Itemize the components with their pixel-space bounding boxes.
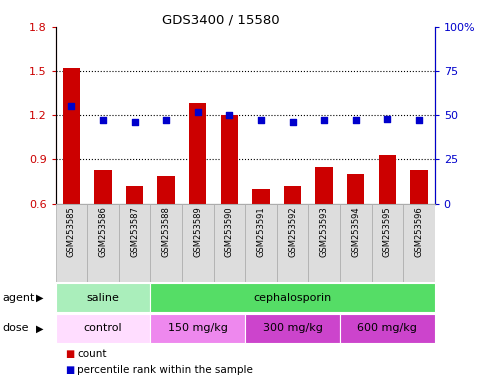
Bar — [340, 204, 371, 282]
Text: GSM253585: GSM253585 — [67, 206, 76, 257]
Text: GSM253589: GSM253589 — [193, 206, 202, 257]
Text: 150 mg/kg: 150 mg/kg — [168, 323, 227, 333]
Point — [352, 118, 359, 124]
Bar — [56, 283, 150, 312]
Text: GSM253588: GSM253588 — [162, 206, 170, 257]
Bar — [213, 204, 245, 282]
Point — [99, 118, 107, 124]
Text: ■: ■ — [65, 364, 74, 375]
Text: percentile rank within the sample: percentile rank within the sample — [77, 364, 253, 375]
Bar — [284, 186, 301, 292]
Text: GSM253596: GSM253596 — [414, 206, 424, 257]
Text: GSM253586: GSM253586 — [99, 206, 107, 257]
Text: GSM253590: GSM253590 — [225, 206, 234, 257]
Bar — [379, 155, 396, 292]
Bar — [371, 204, 403, 282]
Text: GSM253592: GSM253592 — [288, 206, 297, 257]
Bar — [245, 204, 277, 282]
Text: GSM253593: GSM253593 — [320, 206, 328, 257]
Bar — [252, 189, 270, 292]
Point — [162, 118, 170, 124]
Point — [68, 103, 75, 109]
Bar — [182, 204, 213, 282]
Bar — [94, 170, 112, 292]
Bar — [126, 186, 143, 292]
Bar — [56, 204, 87, 282]
Bar — [277, 204, 308, 282]
Text: ▶: ▶ — [36, 293, 44, 303]
Bar — [403, 204, 435, 282]
Text: control: control — [84, 323, 122, 333]
Point — [384, 116, 391, 122]
Point — [289, 119, 297, 125]
Text: dose: dose — [2, 323, 29, 333]
Bar — [87, 204, 119, 282]
Text: saline: saline — [86, 293, 119, 303]
Text: cephalosporin: cephalosporin — [254, 293, 332, 303]
Text: ▶: ▶ — [36, 323, 44, 333]
Bar — [189, 103, 206, 292]
Text: GSM253595: GSM253595 — [383, 206, 392, 257]
Bar — [340, 314, 435, 343]
Text: GSM253587: GSM253587 — [130, 206, 139, 257]
Bar — [347, 174, 364, 292]
Point — [415, 118, 423, 124]
Bar — [221, 115, 238, 292]
Bar — [119, 204, 150, 282]
Text: GSM253594: GSM253594 — [351, 206, 360, 257]
Bar — [63, 68, 80, 292]
Bar — [150, 283, 435, 312]
Bar — [308, 204, 340, 282]
Bar — [410, 170, 427, 292]
Point — [131, 119, 139, 125]
Text: 300 mg/kg: 300 mg/kg — [263, 323, 323, 333]
Text: GSM253591: GSM253591 — [256, 206, 266, 257]
Bar — [150, 204, 182, 282]
Text: GDS3400 / 15580: GDS3400 / 15580 — [162, 13, 280, 26]
Text: 600 mg/kg: 600 mg/kg — [357, 323, 417, 333]
Bar — [150, 314, 245, 343]
Point — [226, 112, 233, 118]
Bar — [245, 314, 340, 343]
Text: agent: agent — [2, 293, 35, 303]
Bar — [315, 167, 333, 292]
Bar — [56, 314, 150, 343]
Point — [257, 118, 265, 124]
Point — [194, 109, 201, 115]
Text: count: count — [77, 349, 107, 359]
Bar — [157, 175, 175, 292]
Text: ■: ■ — [65, 349, 74, 359]
Point — [320, 118, 328, 124]
